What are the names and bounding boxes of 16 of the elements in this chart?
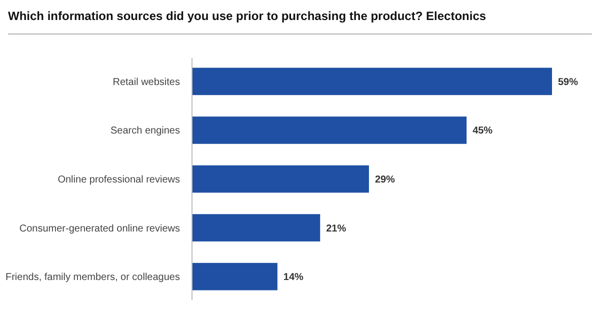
y-tick-label: Retail websites [112,76,180,88]
y-tick-label: Consumer-generated online reviews [19,223,180,234]
data-label: 21% [326,223,346,234]
data-label: 59% [558,76,578,88]
bar [192,116,467,144]
y-tick-label: Online professional reviews [58,174,180,186]
data-label: 45% [472,126,493,137]
bar [192,68,552,96]
y-tick-label: Search engines [110,126,180,137]
data-label: 29% [374,174,396,186]
bar [192,262,278,290]
bar [192,165,369,193]
data-label: 14% [283,272,304,284]
y-tick-label: Friends, family members, or colleagues [5,272,180,284]
chart-title: Which information sources did you use prior to purchasing the product? Electonics [8,9,486,23]
bar [192,214,320,242]
